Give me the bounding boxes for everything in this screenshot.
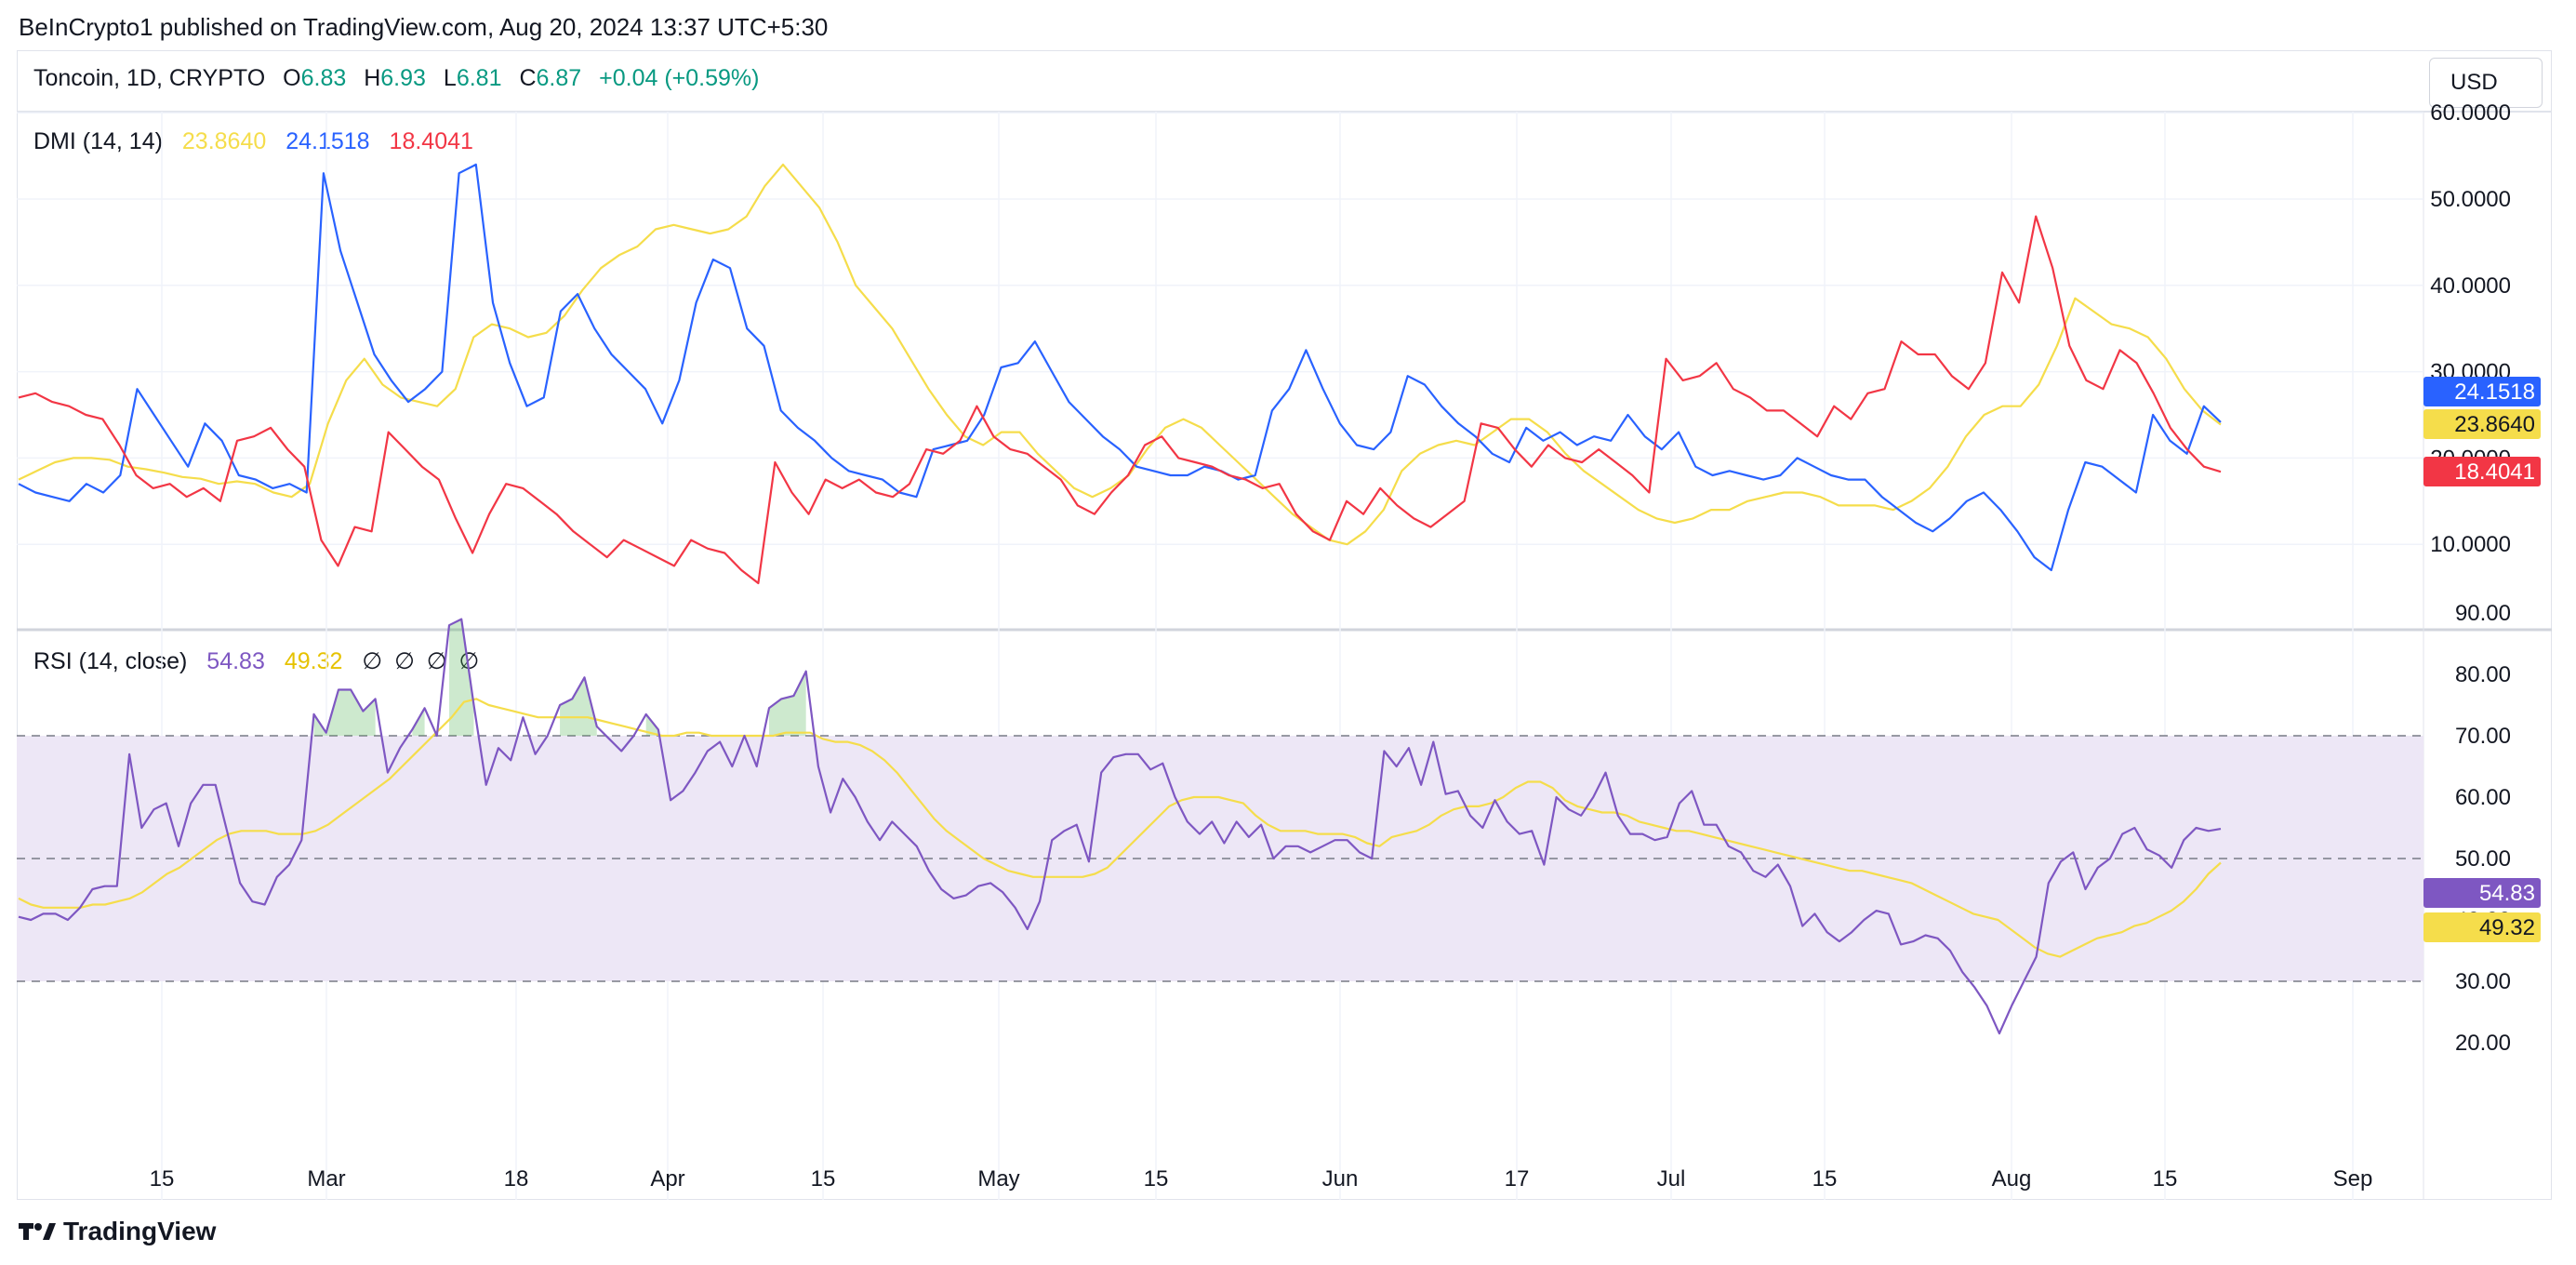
rsi-band-fill: [17, 736, 2423, 981]
x-axis-tick-label: Apr: [650, 1166, 684, 1192]
rsi-ma-line: [18, 698, 2222, 958]
rsi-ma-last-label-bg: [2423, 912, 2541, 942]
dmi-plus-di-last-label: 24.1518: [2454, 380, 2535, 405]
x-axis-tick-label: Aug: [1992, 1166, 2032, 1192]
dmi-adx-line: [18, 163, 2222, 546]
publisher-line: BeInCrypto1 published on TradingView.com…: [19, 13, 829, 41]
rsi-ma-value: 49.32: [284, 648, 343, 674]
low-price: L6.81: [443, 65, 502, 91]
dmi-title[interactable]: DMI (14, 14): [33, 128, 163, 154]
rsi-last-label-bg: [2423, 878, 2541, 908]
rsi-axis-tick-label: 30.00: [2455, 969, 2511, 994]
rsi-axis-tick-label: 50.00: [2455, 846, 2511, 872]
rsi-empty-value-1: ∅: [362, 648, 383, 674]
currency-button[interactable]: USD: [2429, 58, 2543, 108]
dmi-legend: DMI (14, 14) 23.8640 24.1518 18.4041: [33, 128, 486, 155]
dmi-axis-tick-label: 60.0000: [2430, 100, 2511, 126]
rsi-ma-last-label: 49.32: [2479, 915, 2535, 940]
tradingview-logo[interactable]: TradingView: [19, 1217, 216, 1246]
rsi-empty-value-2: ∅: [394, 648, 415, 674]
rsi-axis-tick-label: 60.00: [2455, 785, 2511, 810]
dmi-minus-di-value: 18.4041: [389, 128, 473, 154]
symbol-header: Toncoin, 1D, CRYPTO O6.83 H6.93 L6.81 C6…: [33, 65, 770, 92]
dmi-minus-di-last-label: 18.4041: [2454, 459, 2535, 485]
x-axis-tick-label: Jun: [1322, 1166, 1359, 1192]
x-axis-tick-label: 15: [150, 1166, 175, 1192]
x-axis-tick-label: 17: [1505, 1166, 1530, 1192]
dmi-axis-tick-label: 10.0000: [2430, 532, 2511, 557]
dmi-plus-di-last-label-bg: [2423, 377, 2541, 406]
x-axis-tick-label: 15: [1144, 1166, 1169, 1192]
dmi-adx-value: 23.8640: [181, 128, 267, 154]
dmi-plus-di-line: [18, 163, 2222, 572]
high-price: H6.93: [364, 65, 426, 91]
rsi-empty-value-4: ∅: [458, 648, 480, 674]
dmi-axis-tick-label: 40.0000: [2430, 273, 2511, 299]
price-change: +0.04 (+0.59%): [599, 65, 760, 91]
symbol-name[interactable]: Toncoin, 1D, CRYPTO: [33, 65, 266, 91]
rsi-last-label: 54.83: [2479, 881, 2535, 906]
tradingview-brand: TradingView: [63, 1217, 217, 1245]
dmi-minus-di-last-label-bg: [2423, 457, 2541, 486]
rsi-overbought-fill: [768, 671, 806, 736]
rsi-line: [18, 618, 2222, 1035]
rsi-value: 54.83: [206, 648, 265, 674]
rsi-axis-tick-label: 70.00: [2455, 724, 2511, 749]
rsi-axis-tick-label: 20.00: [2455, 1031, 2511, 1056]
x-axis-tick-label: Jul: [1657, 1166, 1686, 1192]
chart-frame: [17, 50, 2552, 1200]
dmi-adx-last-label: 23.8640: [2454, 412, 2535, 437]
x-axis-tick-label: Mar: [307, 1166, 345, 1192]
dmi-axis-tick-label: 50.0000: [2430, 187, 2511, 212]
rsi-empty-value-3: ∅: [426, 648, 447, 674]
chart-canvas[interactable]: 15 Mar 18 Apr 15 May 15 Jun 17 Jul 15 Aug 15 Sep 10.00…: [0, 0, 2576, 1209]
dmi-plus-di-value: 24.1518: [285, 128, 370, 154]
close-price: C6.87: [519, 65, 582, 91]
x-axis-tick-label: May: [977, 1166, 1019, 1192]
x-axis-tick-label: 15: [811, 1166, 836, 1192]
rsi-axis-tick-label: 80.00: [2455, 662, 2511, 687]
x-axis-tick-label: Sep: [2333, 1166, 2373, 1192]
x-axis-tick-label: 15: [1812, 1166, 1838, 1192]
rsi-overbought-fill: [449, 619, 474, 736]
tradingview-logo-icon: [19, 1223, 56, 1240]
x-axis-tick-label: 18: [504, 1166, 529, 1192]
dmi-minus-di-line: [18, 215, 2222, 585]
open-price: O6.83: [283, 65, 347, 91]
dmi-adx-last-label-bg: [2423, 409, 2541, 439]
x-axis-tick-label: 15: [2153, 1166, 2178, 1192]
rsi-axis-tick-label: 90.00: [2455, 601, 2511, 626]
